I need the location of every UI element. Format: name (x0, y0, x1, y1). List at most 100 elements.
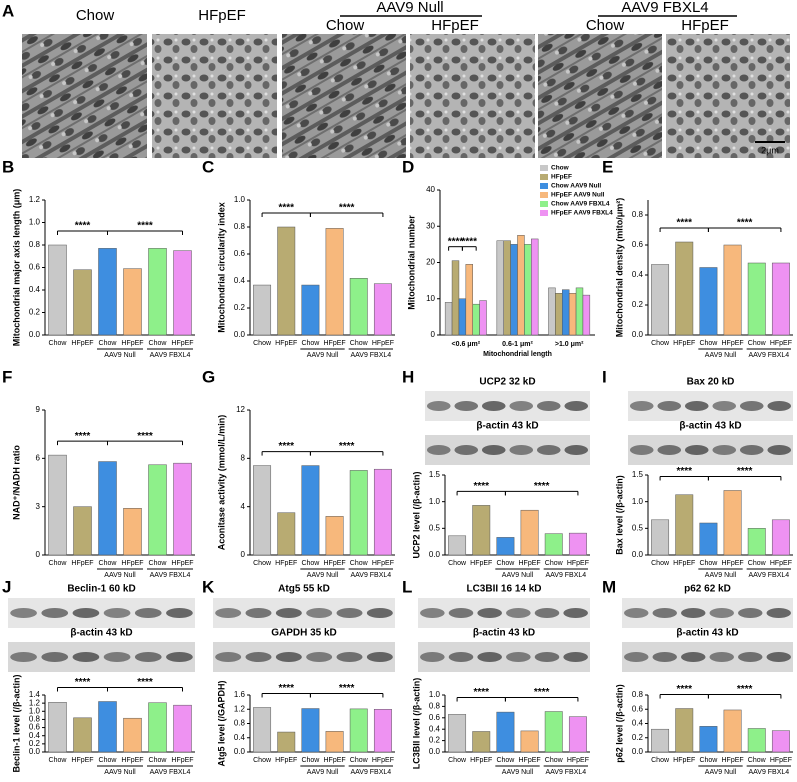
blot-image (418, 598, 590, 628)
bar (575, 287, 584, 336)
tem-image (666, 34, 790, 158)
y-axis-label: NAD⁺/NADH ratio (11, 445, 21, 520)
y-tick-label: 0.0 (29, 330, 41, 339)
x-tick-label: Chow (99, 340, 118, 347)
blot-band (10, 652, 37, 662)
blot-band (767, 401, 792, 411)
bar (723, 490, 742, 556)
group-label: AAV9 FBXL4 (545, 572, 586, 579)
blot-band (426, 401, 451, 411)
bar (771, 730, 790, 753)
bar (277, 226, 296, 336)
x-tick-label: Chow (350, 560, 369, 567)
y-tick-label: 0.4 (429, 724, 441, 733)
sig-label: **** (339, 203, 355, 214)
x-tick-label: HFpEF (770, 340, 792, 347)
blot-band (481, 401, 506, 411)
group-label: AAV9 FBXL4 (621, 0, 708, 16)
blot-image (418, 642, 590, 672)
y-tick-label: 0.8 (234, 222, 246, 231)
y-tick-label: 0.0 (234, 747, 246, 756)
x-tick-label: >1.0 μm² (555, 341, 584, 348)
y-tick-label: 0.5 (632, 523, 644, 532)
bar (253, 465, 272, 556)
bar (568, 293, 577, 336)
y-tick-label: 1.0 (429, 497, 441, 506)
blot-band (681, 652, 706, 662)
x-tick-label: HFpEF (171, 560, 193, 567)
blot-band (506, 652, 531, 662)
x-tick-label: Chow (699, 560, 718, 567)
bar (544, 711, 563, 753)
blot-band (766, 652, 791, 662)
x-tick-label: HFpEF (121, 560, 143, 567)
bar (510, 244, 518, 336)
blot-band (166, 608, 193, 618)
bar (675, 708, 694, 753)
y-tick-label: 1.6 (234, 690, 246, 699)
bar (544, 533, 563, 556)
blot-band (103, 652, 131, 662)
y-tick-label: 1.0 (29, 706, 41, 715)
panel-letter: K (202, 577, 215, 596)
blot-band (767, 445, 792, 455)
blot-band (275, 652, 302, 662)
y-tick-label: 0.2 (29, 739, 41, 748)
bar (123, 717, 142, 753)
legend-label: Chow AAV9 Null (551, 183, 601, 190)
bar (48, 454, 67, 556)
blot-image (425, 391, 590, 421)
blot-band (420, 608, 445, 618)
y-tick-label: 0.6 (632, 704, 644, 713)
bar (651, 264, 670, 336)
bar (771, 519, 790, 556)
blot-image (213, 642, 395, 672)
bar (555, 293, 563, 336)
scale-label: 2μm (761, 145, 779, 155)
x-tick-label: HFpEF (121, 757, 143, 764)
blot-band (684, 401, 709, 411)
bar (349, 470, 368, 556)
group-label: AAV9 FBXL4 (748, 352, 789, 359)
x-tick-label: Chow (350, 340, 369, 347)
sig-label: **** (448, 236, 464, 247)
blot-band (477, 608, 502, 618)
blot-band (103, 608, 131, 618)
y-tick-label: 0.2 (632, 300, 644, 309)
y-tick-label: 0.0 (429, 747, 441, 756)
bar (173, 704, 192, 753)
blot-band (712, 401, 737, 411)
bar (325, 731, 344, 753)
blot-band (657, 401, 682, 411)
group-label: AAV9 Null (307, 572, 339, 579)
blot-band (738, 652, 763, 662)
blot-band (454, 445, 479, 455)
bar (373, 709, 392, 753)
blot-band (366, 652, 393, 662)
bar (747, 262, 766, 336)
bar (98, 461, 117, 556)
blot-band (652, 652, 677, 662)
y-tick-label: 0.4 (632, 270, 644, 279)
bar (723, 709, 742, 753)
bar (301, 284, 320, 336)
x-tick-label: Chow (99, 757, 118, 764)
sig-label: **** (676, 684, 692, 695)
x-tick-label: HFpEF (567, 560, 589, 567)
panel-letter: M (602, 577, 616, 596)
y-tick-label: 1.5 (429, 470, 441, 479)
y-tick-label: 8 (241, 453, 246, 462)
y-tick-label: 0.8 (234, 719, 246, 728)
bar (520, 730, 539, 753)
sig-label: **** (534, 481, 550, 492)
group-label: AAV9 Null (502, 769, 534, 776)
blot-label: Atg5 55 kD (278, 584, 330, 595)
y-tick-label: 0.2 (29, 308, 41, 317)
tem-image (22, 34, 147, 158)
bar (568, 716, 587, 753)
legend-swatch (540, 210, 548, 216)
bar (301, 708, 320, 753)
blot-band (739, 401, 764, 411)
bar (373, 468, 392, 556)
